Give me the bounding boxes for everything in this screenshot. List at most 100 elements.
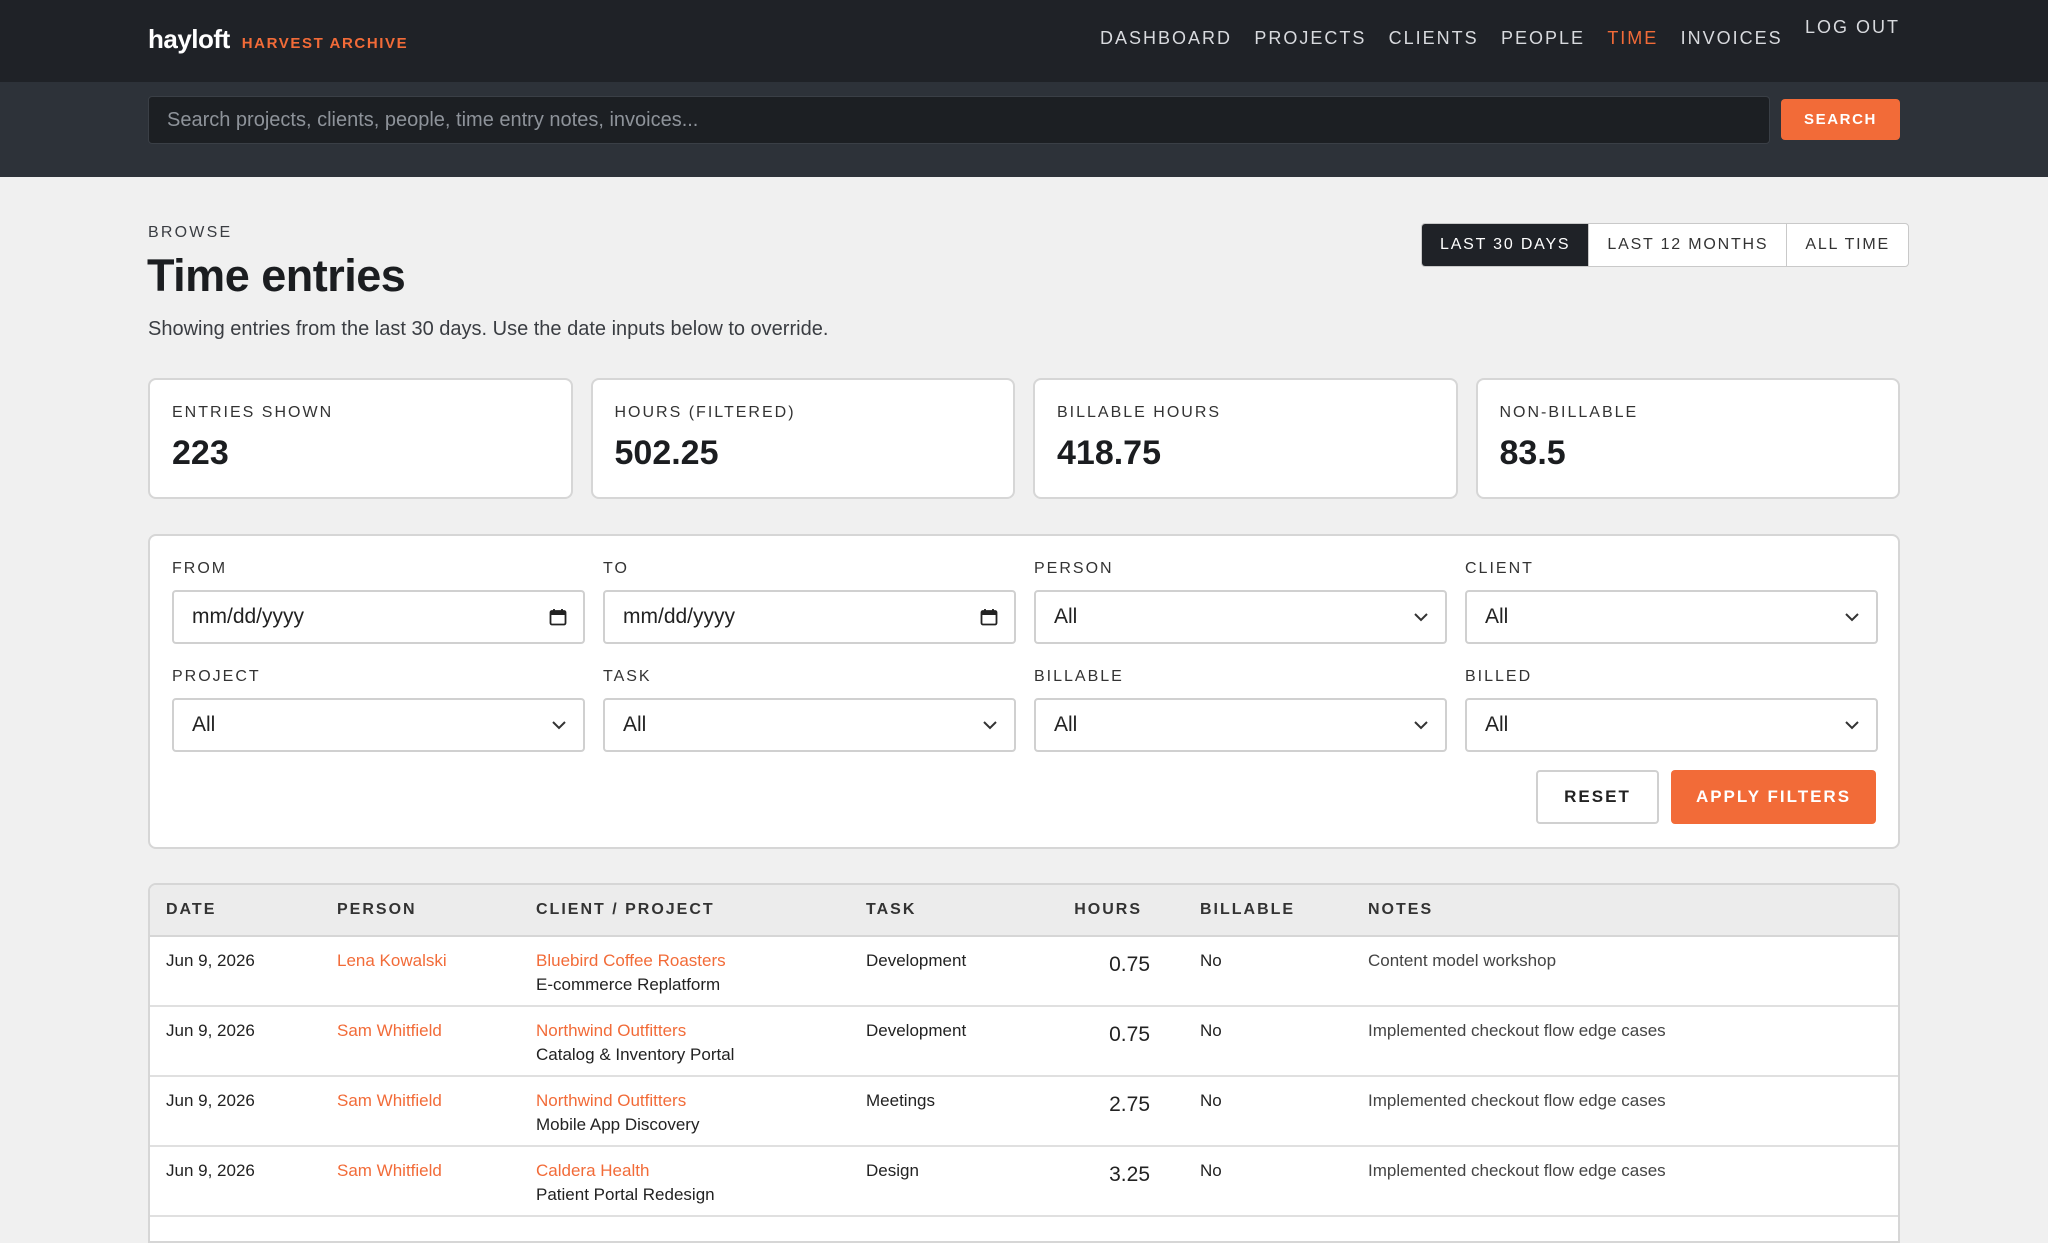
- stat-card-non-billable: NON-BILLABLE 83.5: [1475, 378, 1900, 499]
- search-button[interactable]: SEARCH: [1781, 99, 1900, 140]
- cell-task: Development: [850, 1006, 1050, 1077]
- calendar-icon[interactable]: [980, 608, 998, 626]
- filter-billed: BILLED All: [1465, 668, 1878, 752]
- cell-notes: Implemented checkout flow edge cases: [1352, 1146, 1898, 1217]
- client-link[interactable]: Northwind Outfitters: [536, 1091, 687, 1110]
- field-label: TO: [603, 560, 629, 577]
- nav-time[interactable]: TIME: [1607, 28, 1659, 48]
- cell-task: Development: [850, 936, 1050, 1007]
- col-task[interactable]: TASK: [850, 885, 1050, 937]
- cell-person: Sam Whitfield: [321, 1146, 520, 1217]
- cell-notes: Implemented checkout flow edge cases: [1352, 1006, 1898, 1077]
- person-select[interactable]: All: [1034, 590, 1447, 644]
- billable-select[interactable]: All: [1034, 698, 1447, 752]
- logout-link[interactable]: LOG OUT: [1804, 17, 1900, 37]
- field-label: FROM: [172, 560, 228, 577]
- project-select[interactable]: All: [172, 698, 585, 752]
- cell-hours: 0.75: [1050, 1006, 1184, 1077]
- chevron-down-icon: [1413, 612, 1429, 622]
- apply-filters-button[interactable]: APPLY FILTERS: [1671, 770, 1876, 824]
- col-person[interactable]: PERSON: [321, 885, 520, 937]
- col-notes[interactable]: NOTES: [1352, 885, 1898, 937]
- page-title: Time entries: [147, 250, 406, 301]
- cell-date: Jun 9, 2026: [150, 1076, 321, 1147]
- person-link[interactable]: Sam Whitfield: [337, 1161, 442, 1180]
- client-link[interactable]: Bluebird Coffee Roasters: [536, 951, 726, 970]
- range-last-30-days[interactable]: LAST 30 DAYS: [1422, 224, 1590, 266]
- cell-date: Jun 9, 2026: [150, 1006, 321, 1077]
- brand-name: hayloft: [148, 24, 230, 54]
- field-label: TASK: [603, 668, 652, 685]
- person-link[interactable]: Lena Kowalski: [337, 951, 447, 970]
- task-select[interactable]: All: [603, 698, 1016, 752]
- table-row[interactable]: Jun 9, 2026 Lena Kowalski Bluebird Coffe…: [150, 936, 1898, 1007]
- nav-clients[interactable]: CLIENTS: [1388, 28, 1479, 48]
- field-value: All: [1054, 605, 1078, 628]
- brand-subtitle: HARVEST ARCHIVE: [241, 35, 409, 52]
- client-select[interactable]: All: [1465, 590, 1878, 644]
- stat-label: BILLABLE HOURS: [1057, 404, 1222, 421]
- from-date-input[interactable]: mm/dd/yyyy: [172, 590, 585, 644]
- person-link[interactable]: Sam Whitfield: [337, 1091, 442, 1110]
- field-label: CLIENT: [1465, 560, 1534, 577]
- cell-billable: No: [1184, 1006, 1352, 1077]
- stat-label: ENTRIES SHOWN: [172, 404, 334, 421]
- cell-billable: No: [1184, 1146, 1352, 1217]
- date-range-toggle: LAST 30 DAYS LAST 12 MONTHS ALL TIME: [1421, 223, 1910, 267]
- field-value: All: [192, 713, 216, 736]
- col-date[interactable]: DATE: [150, 885, 321, 937]
- nav-people[interactable]: PEOPLE: [1500, 28, 1586, 48]
- page-subtitle: Showing entries from the last 30 days. U…: [148, 318, 829, 340]
- calendar-icon[interactable]: [549, 608, 567, 626]
- brand-logo[interactable]: hayloft HARVEST ARCHIVE: [148, 24, 408, 58]
- field-value: All: [1485, 713, 1509, 736]
- nav-dashboard[interactable]: DASHBOARD: [1100, 28, 1233, 48]
- filter-person: PERSON All: [1034, 560, 1447, 644]
- col-hours[interactable]: HOURS: [1050, 885, 1184, 937]
- cell-client-project: Caldera Health Patient Portal Redesign: [520, 1146, 850, 1217]
- client-link[interactable]: Caldera Health: [536, 1161, 650, 1180]
- filter-task: TASK All: [603, 668, 1016, 752]
- field-label: BILLED: [1465, 668, 1533, 685]
- stat-value: 502.25: [614, 434, 719, 472]
- stat-card-hours: HOURS (FILTERED) 502.25: [590, 378, 1015, 499]
- cell-hours: 2.75: [1050, 1076, 1184, 1147]
- cell-billable: No: [1184, 936, 1352, 1007]
- field-value: mm/dd/yyyy: [192, 605, 305, 628]
- filter-from: FROM mm/dd/yyyy: [172, 560, 585, 644]
- col-billable[interactable]: BILLABLE: [1184, 885, 1352, 937]
- col-client-project[interactable]: CLIENT / PROJECT: [520, 885, 850, 937]
- cell-person: Lena Kowalski: [321, 936, 520, 1007]
- cell-date: Jun 9, 2026: [150, 1146, 321, 1217]
- person-link[interactable]: Sam Whitfield: [337, 1021, 442, 1040]
- filter-to: TO mm/dd/yyyy: [603, 560, 1016, 644]
- stat-value: 223: [172, 434, 229, 472]
- field-label: PROJECT: [172, 668, 261, 685]
- reset-button[interactable]: RESET: [1536, 770, 1659, 824]
- filter-project: PROJECT All: [172, 668, 585, 752]
- client-link[interactable]: Northwind Outfitters: [536, 1021, 687, 1040]
- filter-panel: FROM mm/dd/yyyy TO mm/dd/yyyy PERSON All: [148, 534, 1900, 849]
- nav-invoices[interactable]: INVOICES: [1680, 28, 1783, 48]
- cell-person: Sam Whitfield: [321, 1076, 520, 1147]
- stat-value: 418.75: [1057, 434, 1161, 472]
- field-value: All: [623, 713, 647, 736]
- nav-projects[interactable]: PROJECTS: [1254, 28, 1367, 48]
- cell-notes: Content model workshop: [1352, 936, 1898, 1007]
- filter-actions: RESET APPLY FILTERS: [1536, 770, 1876, 824]
- to-date-input[interactable]: mm/dd/yyyy: [603, 590, 1016, 644]
- range-last-12-months[interactable]: LAST 12 MONTHS: [1589, 224, 1788, 266]
- billed-select[interactable]: All: [1465, 698, 1878, 752]
- table-row[interactable]: Jun 9, 2026 Sam Whitfield Caldera Health…: [150, 1146, 1898, 1217]
- chevron-down-icon: [1844, 612, 1860, 622]
- field-value: All: [1054, 713, 1078, 736]
- page-eyebrow: BROWSE: [148, 224, 233, 241]
- table-row[interactable]: Jun 9, 2026 Sam Whitfield Northwind Outf…: [150, 1076, 1898, 1147]
- range-all-time[interactable]: ALL TIME: [1805, 236, 1891, 253]
- filter-client: CLIENT All: [1465, 560, 1878, 644]
- search-bar: SEARCH: [0, 82, 2048, 177]
- table-row[interactable]: Jun 9, 2026 Sam Whitfield Northwind Outf…: [150, 1006, 1898, 1077]
- field-value: mm/dd/yyyy: [623, 605, 736, 628]
- cell-person: Sam Whitfield: [321, 1006, 520, 1077]
- search-input[interactable]: [148, 96, 1770, 144]
